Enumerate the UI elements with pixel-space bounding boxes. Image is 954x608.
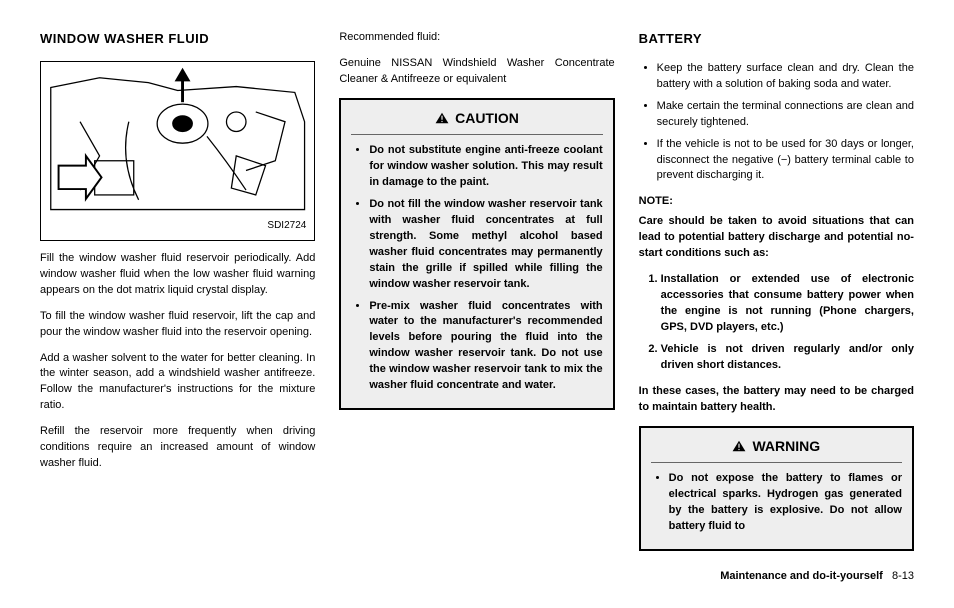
caution-title-row: CAUTION — [351, 108, 602, 135]
figure-label: SDI2724 — [267, 219, 306, 234]
p-recommended: Recommended fluid: — [339, 30, 614, 46]
battery-item: If the vehicle is not to be used for 30 … — [657, 137, 914, 185]
warning-triangle-icon — [732, 440, 746, 452]
note-ol: Installation or extended use of electron… — [639, 272, 914, 374]
caution-title: CAUTION — [455, 108, 519, 128]
warning-item: Do not expose the battery to flames or e… — [669, 471, 902, 535]
p-washer-1: Fill the window washer fluid reservoir p… — [40, 251, 315, 299]
figure-svg — [41, 62, 314, 240]
p-washer-2: To fill the window washer fluid reservoi… — [40, 309, 315, 341]
note-label: NOTE: — [639, 194, 914, 210]
note-ol-item: Installation or extended use of electron… — [661, 272, 914, 336]
warning-title-row: WARNING — [651, 436, 902, 463]
figure-washer: SDI2724 — [40, 61, 315, 241]
page-footer: Maintenance and do-it-yourself 8-13 — [40, 569, 914, 585]
footer-page: 8-13 — [892, 570, 914, 582]
caution-list: Do not substitute engine anti-freeze coo… — [351, 143, 602, 394]
caution-item: Do not substitute engine anti-freeze coo… — [369, 143, 602, 191]
battery-list: Keep the battery surface clean and dry. … — [639, 61, 914, 185]
note-ol-item: Vehicle is not driven regularly and/or o… — [661, 342, 914, 374]
battery-item: Make certain the terminal connections ar… — [657, 99, 914, 131]
note-out: In these cases, the battery may need to … — [639, 384, 914, 416]
caution-box: CAUTION Do not substitute engine anti-fr… — [339, 98, 614, 410]
battery-item: Keep the battery surface clean and dry. … — [657, 61, 914, 93]
heading-battery: BATTERY — [639, 30, 914, 49]
p-washer-4: Refill the reservoir more frequently whe… — [40, 424, 315, 472]
warning-triangle-icon — [435, 112, 449, 124]
warning-box: WARNING Do not expose the battery to fla… — [639, 426, 914, 551]
footer-section: Maintenance and do-it-yourself — [720, 570, 883, 582]
caution-item: Do not fill the window washer reservoir … — [369, 197, 602, 293]
caution-item: Pre-mix washer fluid concentrates with w… — [369, 299, 602, 395]
warning-list: Do not expose the battery to flames or e… — [651, 471, 902, 535]
heading-washer: WINDOW WASHER FLUID — [40, 30, 315, 49]
p-fluid-name: Genuine NISSAN Windshield Washer Concent… — [339, 56, 614, 88]
note-intro: Care should be taken to avoid situations… — [639, 214, 914, 262]
p-washer-3: Add a washer solvent to the water for be… — [40, 351, 315, 415]
warning-title: WARNING — [752, 436, 820, 456]
column-3: BATTERY Keep the battery surface clean a… — [639, 30, 914, 561]
column-1: WINDOW WASHER FLUID — [40, 30, 315, 561]
column-2: Recommended fluid: Genuine NISSAN Windsh… — [339, 30, 614, 561]
